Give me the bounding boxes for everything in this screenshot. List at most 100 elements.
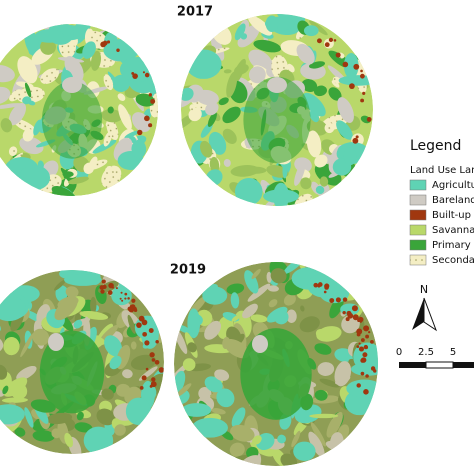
- land-patch: [300, 305, 305, 312]
- land-patch: [302, 92, 326, 117]
- built-up: [144, 340, 150, 346]
- land-patch: [22, 96, 32, 105]
- land-patch: [294, 161, 306, 186]
- land-patch: [73, 319, 83, 329]
- land-patch: [332, 76, 342, 84]
- agri-patch: [234, 178, 263, 206]
- land-patch: [230, 424, 255, 442]
- agri-patch: [119, 56, 156, 82]
- land-patch: [64, 432, 74, 448]
- land-patch: [251, 268, 261, 279]
- legend-swatch: [409, 209, 427, 221]
- land-patch: [309, 413, 339, 419]
- built-up: [149, 352, 155, 358]
- built-up: [136, 322, 142, 328]
- land-patch: [324, 122, 335, 134]
- land-patch: [103, 131, 112, 147]
- land-cover-map: [0, 24, 158, 196]
- land-patch: [237, 24, 260, 48]
- land-patch: [104, 335, 123, 357]
- land-patch: [182, 358, 196, 371]
- land-patch: [3, 336, 20, 356]
- land-patch: [101, 109, 123, 123]
- built-up: [342, 61, 349, 68]
- land-cover-map: [174, 262, 378, 466]
- built-up: [133, 308, 138, 313]
- land-patch: [270, 268, 287, 284]
- land-patch: [223, 158, 231, 167]
- land-patch: [88, 156, 98, 170]
- built-up: [368, 331, 371, 334]
- scale-label: 5: [450, 347, 456, 358]
- legend-swatch: [409, 254, 427, 266]
- agri-patch: [185, 49, 222, 79]
- agri-patch: [346, 379, 378, 398]
- land-patch: [314, 343, 332, 355]
- land-patch: [0, 118, 13, 133]
- built-up: [370, 340, 374, 344]
- land-patch: [230, 292, 240, 309]
- land-patch: [268, 299, 278, 308]
- built-up: [362, 91, 366, 95]
- land-patch: [309, 20, 328, 36]
- land-patch: [103, 74, 114, 91]
- agri-patch: [265, 15, 279, 33]
- agri-patch: [131, 139, 147, 159]
- land-patch: [30, 399, 56, 413]
- land-patch: [310, 421, 326, 447]
- built-up: [102, 40, 108, 46]
- built-up: [355, 135, 359, 139]
- forest-core: [41, 81, 103, 159]
- built-up: [119, 297, 122, 300]
- land-patch: [230, 164, 260, 177]
- land-patch: [229, 442, 245, 457]
- built-up: [317, 284, 321, 288]
- built-up: [144, 72, 150, 78]
- built-up: [142, 331, 147, 337]
- land-patch: [252, 435, 262, 445]
- land-patch: [337, 97, 354, 123]
- land-patch: [222, 128, 237, 144]
- land-patch: [306, 130, 322, 158]
- land-patch: [336, 120, 353, 140]
- land-patch: [9, 89, 23, 102]
- agri-patch: [134, 315, 160, 340]
- land-patch: [231, 407, 246, 428]
- built-up: [158, 367, 164, 373]
- land-patch: [287, 63, 295, 73]
- agri-patch: [141, 384, 157, 401]
- built-up: [150, 98, 156, 104]
- land-cover-map: [181, 14, 373, 206]
- land-patch: [74, 422, 93, 433]
- land-patch: [210, 34, 225, 61]
- land-patch: [62, 171, 74, 178]
- built-up: [142, 71, 146, 74]
- built-up: [345, 317, 350, 322]
- built-up: [127, 297, 130, 300]
- panel-title: 2017: [177, 5, 213, 20]
- land-patch: [54, 296, 78, 321]
- built-up: [107, 290, 113, 295]
- built-up: [351, 305, 358, 312]
- north-label: N: [420, 283, 428, 296]
- land-patch: [250, 314, 268, 323]
- built-up: [139, 386, 144, 390]
- land-patch: [90, 50, 102, 71]
- legend-label: Built-up a: [432, 210, 474, 221]
- built-up: [352, 314, 359, 321]
- land-patch: [224, 339, 250, 359]
- agri-patch: [35, 29, 64, 43]
- land-patch: [181, 87, 194, 101]
- built-up: [155, 340, 159, 344]
- land-patch: [248, 15, 273, 36]
- arrow-half: [423, 297, 438, 332]
- scale-bar: 0 2.5 5: [396, 347, 474, 369]
- land-patch: [51, 428, 62, 439]
- land-patch: [200, 140, 213, 158]
- built-up: [151, 377, 156, 382]
- forest-core: [240, 328, 312, 420]
- legend-label: Secondar: [432, 255, 474, 266]
- land-patch: [248, 66, 266, 84]
- land-patch: [117, 93, 126, 101]
